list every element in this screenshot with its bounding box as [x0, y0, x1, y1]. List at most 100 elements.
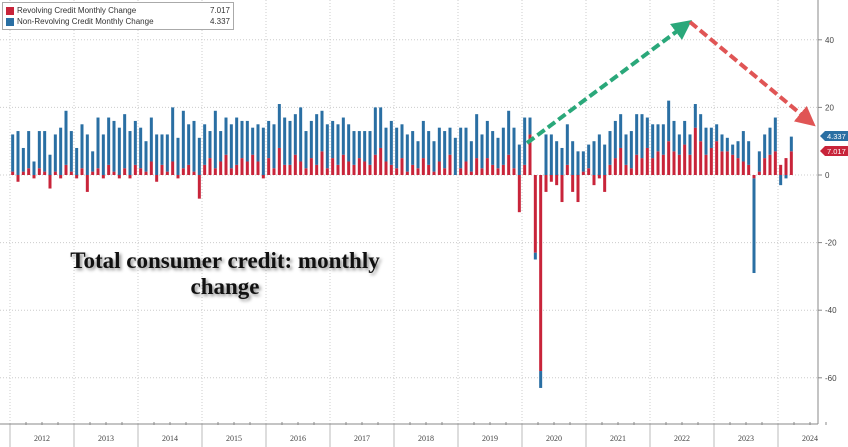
- bar-revolving: [400, 158, 404, 175]
- bar-revolving: [208, 158, 212, 175]
- bar-non-revolving: [453, 137, 457, 175]
- bar-non-revolving: [197, 137, 201, 175]
- bar-non-revolving: [181, 110, 185, 169]
- bar-non-revolving: [549, 134, 553, 175]
- bar-revolving: [576, 175, 580, 203]
- bar-non-revolving: [624, 134, 628, 165]
- bar-non-revolving: [491, 131, 495, 165]
- last-value-badge-non-revolving-bg: [820, 131, 848, 141]
- bar-non-revolving: [555, 141, 559, 175]
- bar-non-revolving: [304, 131, 308, 169]
- x-tick-label: 2018: [418, 434, 434, 443]
- bar-non-revolving: [261, 127, 265, 175]
- bar-non-revolving: [411, 131, 415, 165]
- bar-revolving: [496, 168, 500, 175]
- bar-non-revolving: [677, 134, 681, 155]
- legend-value: 4.337: [209, 17, 230, 26]
- bar-revolving: [475, 158, 479, 175]
- bar-non-revolving: [123, 114, 127, 169]
- bar-revolving: [64, 164, 68, 175]
- bar-non-revolving: [544, 134, 548, 175]
- bar-non-revolving: [336, 124, 340, 165]
- bar-revolving: [389, 164, 393, 175]
- bar-revolving: [704, 154, 708, 175]
- x-tick-label: 2015: [226, 434, 242, 443]
- bar-non-revolving: [400, 124, 404, 159]
- bar-non-revolving: [11, 134, 15, 172]
- bar-revolving: [752, 175, 756, 179]
- bar-revolving: [59, 175, 63, 179]
- bar-non-revolving: [683, 120, 687, 145]
- bar-revolving: [299, 161, 303, 175]
- bar-revolving: [325, 168, 329, 175]
- bar-non-revolving: [384, 127, 388, 162]
- bar-non-revolving: [373, 107, 377, 155]
- bar-revolving: [283, 164, 287, 175]
- bar-revolving: [427, 164, 431, 175]
- bar-non-revolving: [592, 141, 596, 175]
- x-tick-label: 2013: [98, 434, 114, 443]
- x-tick-label: 2019: [482, 434, 498, 443]
- bar-non-revolving: [379, 107, 383, 148]
- bar-revolving: [709, 147, 713, 175]
- bar-non-revolving: [709, 127, 713, 148]
- bar-non-revolving: [496, 137, 500, 169]
- bar-revolving: [405, 171, 409, 175]
- bar-revolving: [416, 168, 420, 175]
- bar-revolving: [464, 161, 468, 175]
- bar-non-revolving: [523, 117, 527, 165]
- bars: [11, 100, 793, 388]
- bar-non-revolving: [667, 100, 671, 142]
- bar-revolving: [677, 154, 681, 175]
- trend-arrow-up: [525, 20, 693, 145]
- bar-revolving: [171, 161, 175, 175]
- bar-non-revolving: [608, 131, 612, 165]
- bar-non-revolving: [459, 127, 463, 169]
- bar-non-revolving: [203, 124, 207, 165]
- bar-non-revolving: [731, 144, 735, 155]
- bar-revolving: [683, 144, 687, 175]
- last-value-badge-revolving: 7.017: [827, 147, 846, 156]
- bar-revolving: [315, 164, 319, 175]
- bar-non-revolving: [741, 131, 745, 162]
- bar-revolving: [32, 175, 36, 179]
- bar-revolving: [565, 164, 569, 175]
- legend-swatch: [6, 6, 14, 15]
- bar-revolving: [277, 147, 281, 175]
- bar-non-revolving: [43, 131, 47, 172]
- bar-non-revolving: [507, 110, 511, 155]
- bar-non-revolving: [315, 114, 319, 165]
- bar-revolving: [736, 158, 740, 175]
- bar-revolving: [261, 175, 265, 179]
- bar-non-revolving: [437, 127, 441, 162]
- bar-non-revolving: [256, 124, 260, 162]
- bar-non-revolving: [763, 134, 767, 159]
- bar-non-revolving: [603, 144, 607, 175]
- bar-non-revolving: [480, 134, 484, 169]
- bar-revolving: [203, 164, 207, 175]
- y-tick-label: -40: [825, 306, 837, 315]
- bar-revolving: [139, 168, 143, 175]
- x-tick-label: 2016: [290, 434, 306, 443]
- bar-non-revolving: [784, 175, 788, 179]
- bar-revolving: [432, 171, 436, 175]
- bar-non-revolving: [661, 124, 665, 155]
- bar-revolving: [117, 175, 121, 179]
- bar-revolving: [272, 168, 276, 175]
- bar-revolving: [768, 154, 772, 175]
- bar-revolving: [379, 147, 383, 175]
- bar-non-revolving: [389, 120, 393, 165]
- bar-revolving: [101, 175, 105, 179]
- legend-item-non-revolving: Non-Revolving Credit Monthly Change 4.33…: [6, 16, 230, 27]
- bar-non-revolving: [208, 131, 212, 159]
- bar-non-revolving: [757, 151, 761, 172]
- bar-revolving: [309, 158, 313, 175]
- bar-revolving: [149, 161, 153, 175]
- bar-revolving: [160, 164, 164, 175]
- bar-revolving: [133, 164, 137, 175]
- bar-non-revolving: [464, 127, 468, 162]
- bar-non-revolving: [80, 124, 84, 169]
- bar-revolving: [85, 175, 89, 192]
- bar-revolving: [459, 168, 463, 175]
